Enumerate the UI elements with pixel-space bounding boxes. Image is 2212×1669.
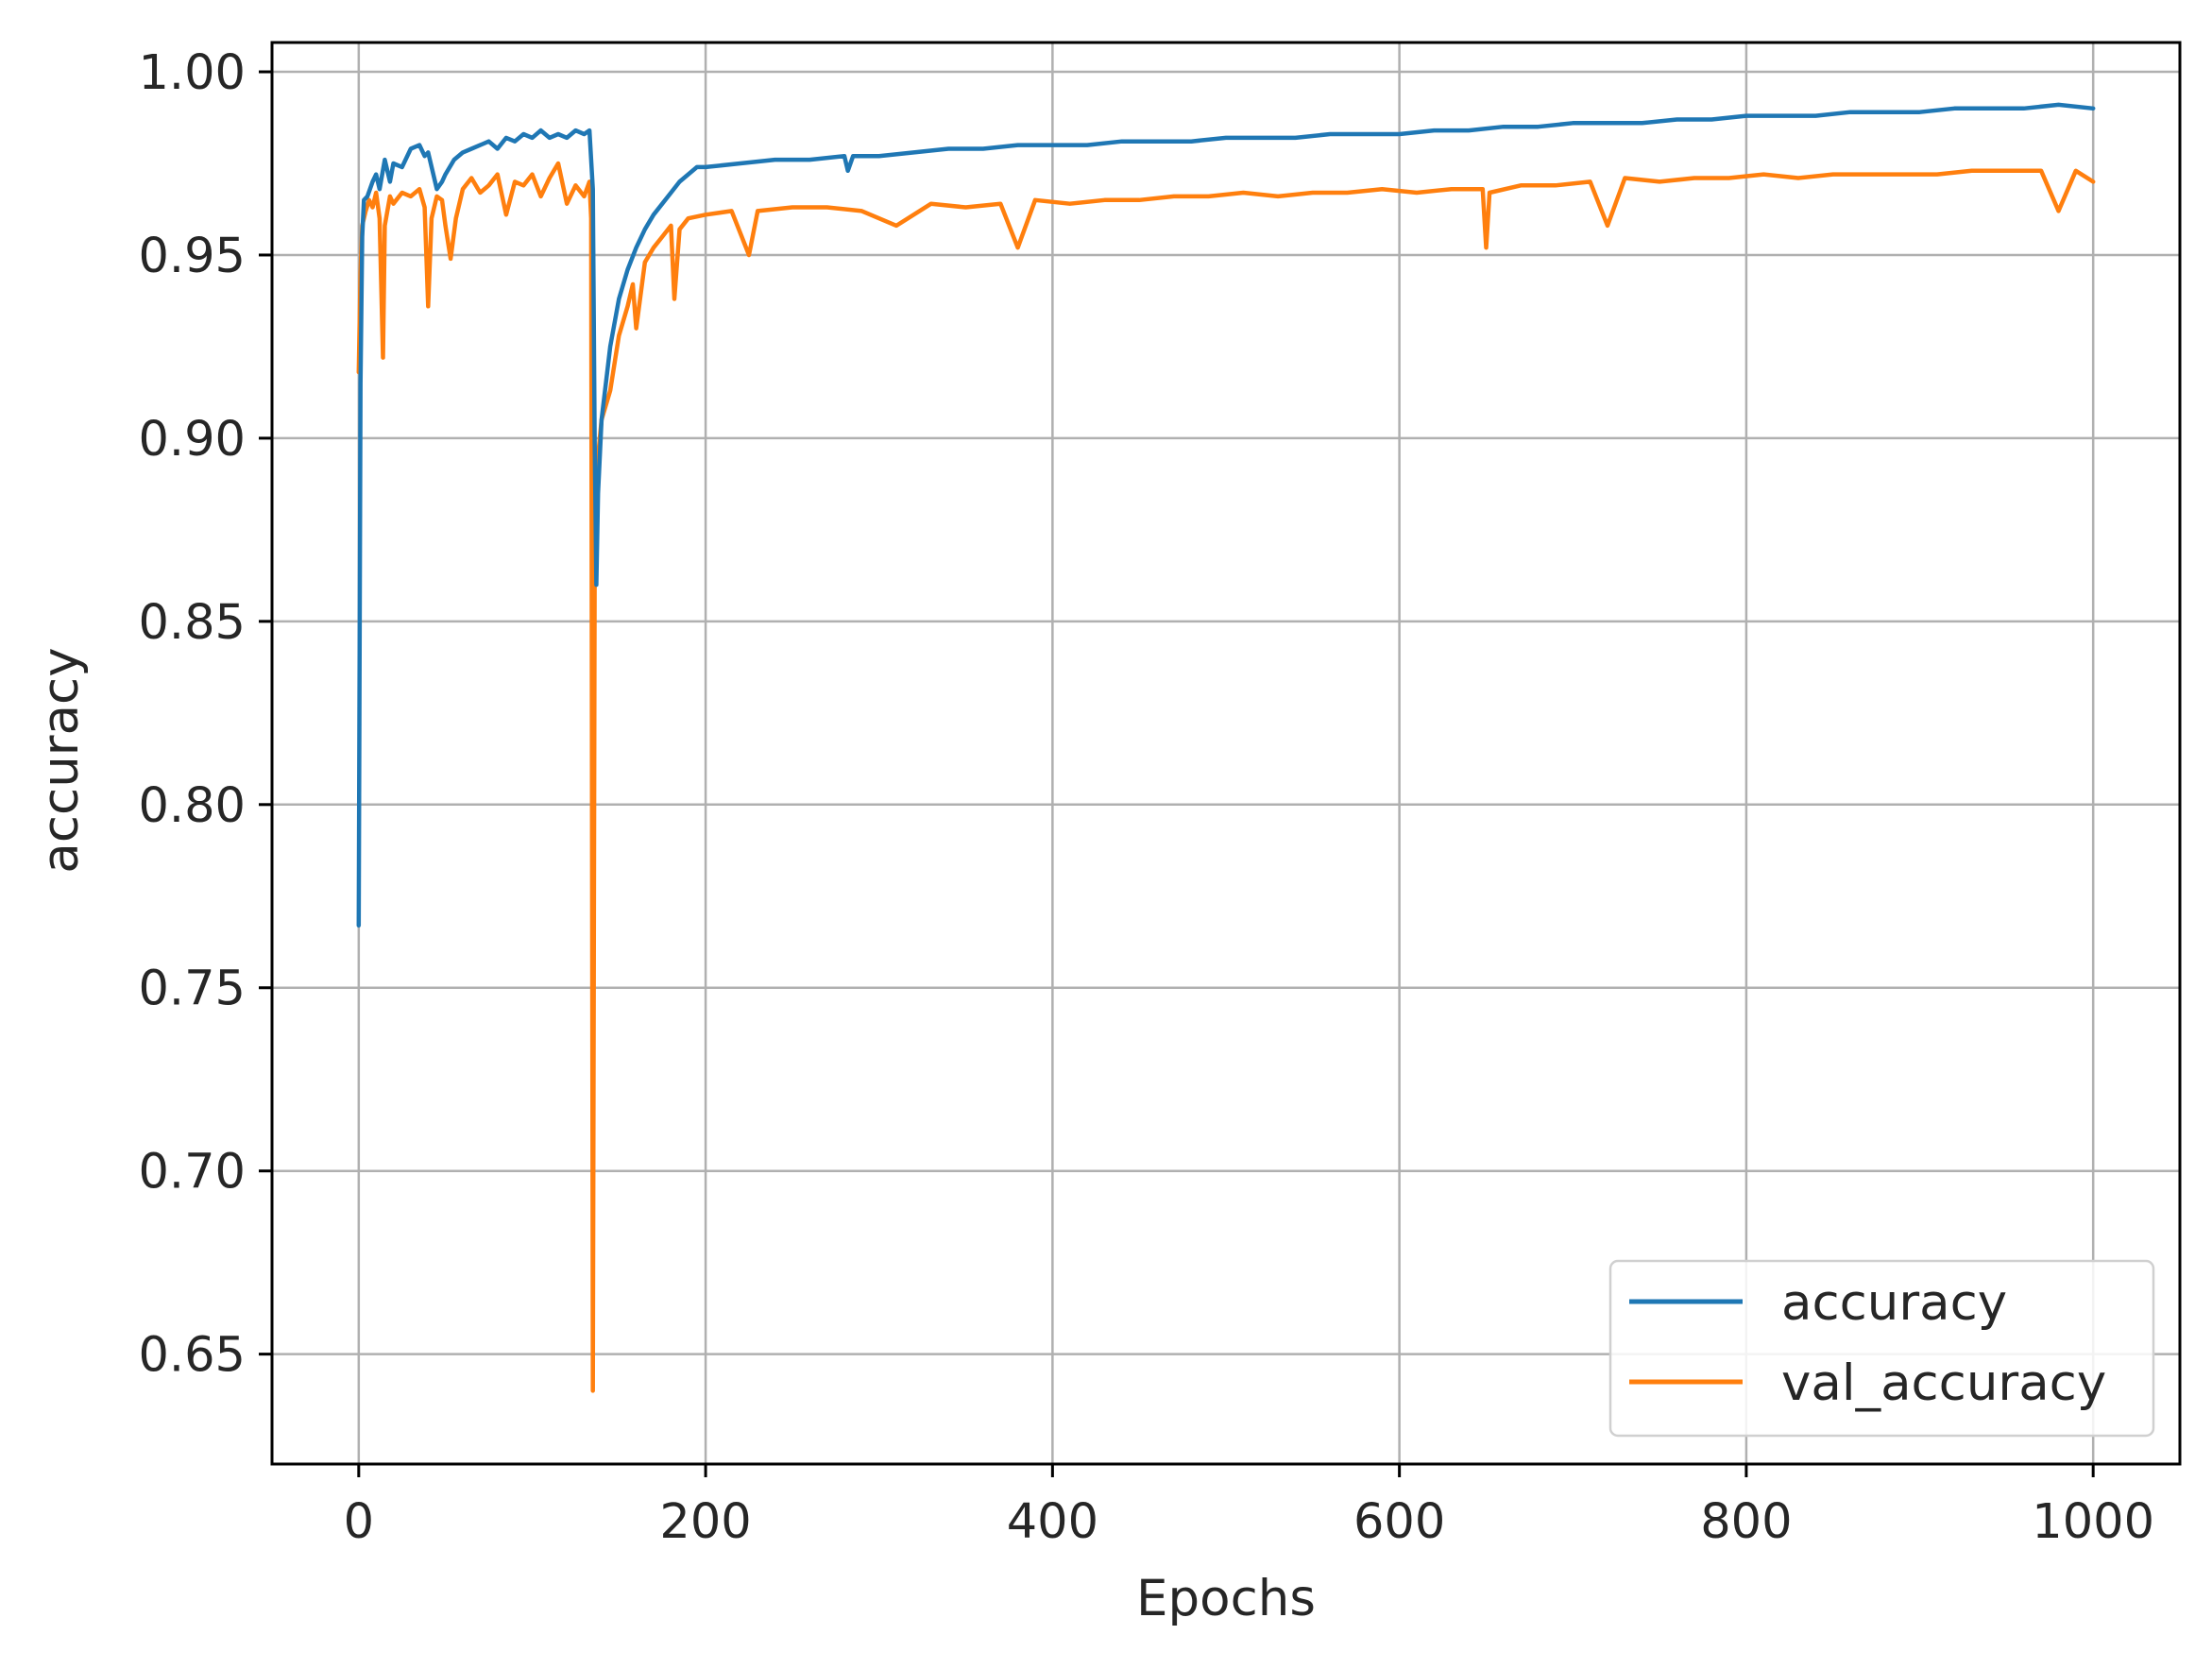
- y-tick-label: 0.65: [138, 1328, 246, 1384]
- y-tick-label: 1.00: [138, 45, 246, 101]
- x-tick-label: 400: [1007, 1494, 1098, 1550]
- series-lines: [356, 102, 2096, 1393]
- plot-frame: [270, 41, 2182, 1466]
- legend: accuracy val_accuracy: [1608, 1259, 2155, 1438]
- legend-label-accuracy: accuracy: [1781, 1274, 2007, 1332]
- y-tick-label: 0.85: [138, 595, 246, 651]
- legend-label-val-accuracy: val_accuracy: [1781, 1354, 2106, 1412]
- series-line-val-accuracy: [356, 161, 2096, 1393]
- legend-box: [1608, 1259, 2155, 1438]
- series-line-accuracy: [356, 102, 2096, 928]
- y-tick-label: 0.70: [138, 1145, 246, 1201]
- y-axis-label: accuracy: [32, 647, 90, 873]
- y-tick-label: 0.95: [138, 229, 246, 284]
- x-tick-label: 1000: [2032, 1494, 2154, 1550]
- x-tick-label: 200: [659, 1494, 751, 1550]
- y-tick-label: 0.80: [138, 778, 246, 834]
- y-ticks: 0.65 0.70 0.75 0.80 0.85 0.90 0.95 1.00: [138, 45, 272, 1384]
- x-axis-label: Epochs: [1136, 1570, 1316, 1627]
- grid-lines: [272, 43, 2180, 1464]
- x-tick-label: 0: [344, 1494, 374, 1550]
- x-tick-label: 800: [1700, 1494, 1792, 1550]
- x-ticks: 0 200 400 600 800 1000: [344, 1464, 2154, 1550]
- y-tick-label: 0.90: [138, 412, 246, 468]
- x-tick-label: 600: [1353, 1494, 1445, 1550]
- y-tick-label: 0.75: [138, 962, 246, 1017]
